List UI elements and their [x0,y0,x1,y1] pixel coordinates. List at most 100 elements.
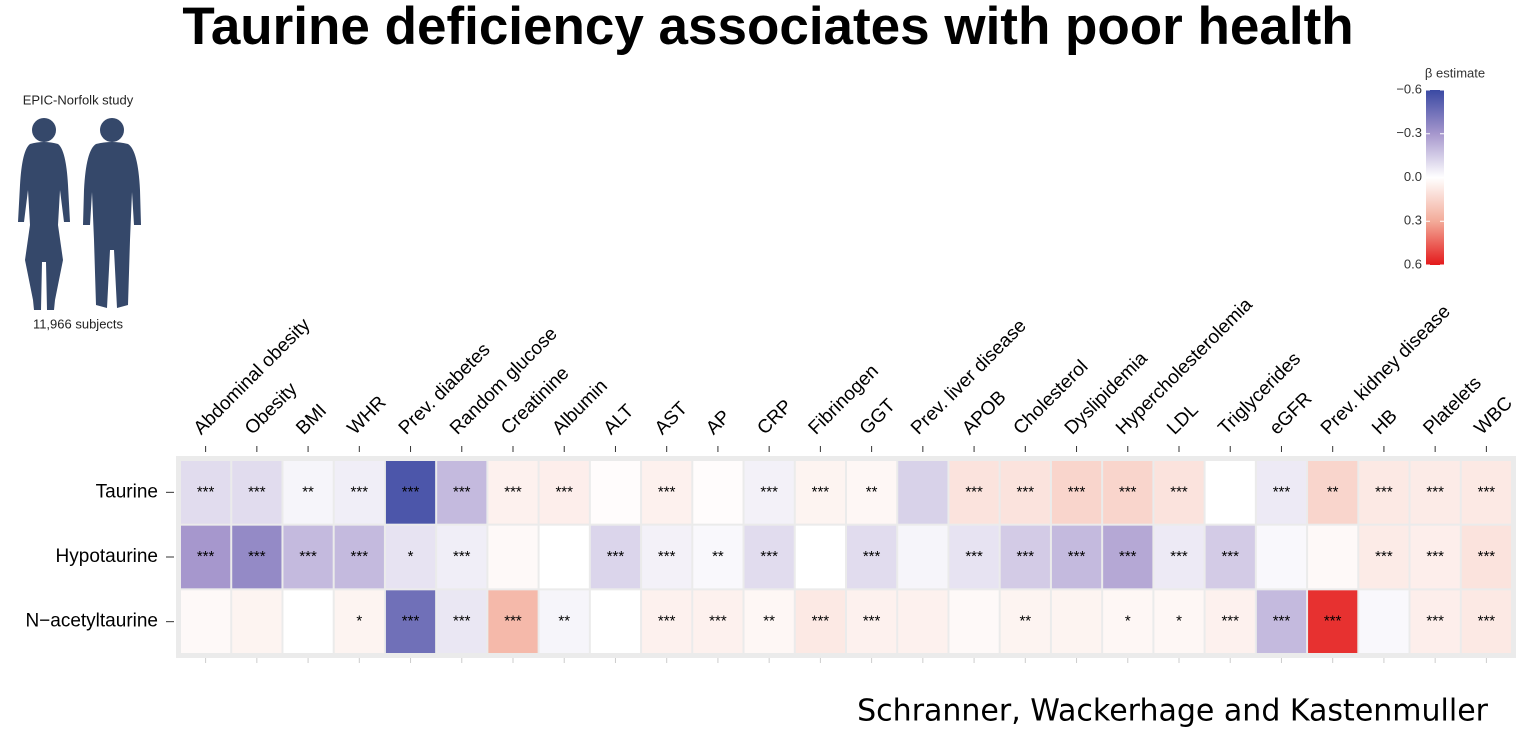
cell [1051,525,1102,589]
cell [181,590,231,653]
cell [847,525,897,589]
y-label: Hypotaurine [56,546,158,567]
cell [1308,590,1358,653]
cell [437,461,487,524]
significance: ** [558,613,570,630]
significance: *** [1375,483,1393,500]
significance: *** [1221,548,1239,565]
cell [334,590,384,653]
significance: * [356,613,362,630]
cell [1461,525,1511,589]
significance: *** [1478,548,1496,565]
cell [795,525,845,589]
x-label: AP [702,406,735,439]
cell [847,461,897,524]
colorbar [1426,90,1444,265]
significance: *** [1426,483,1444,500]
significance: *** [351,548,369,565]
cell [590,525,641,589]
cell [642,525,692,589]
cell [1359,525,1409,589]
y-label: N−acetyltaurine [25,611,158,632]
cell [539,590,589,653]
cell [539,525,589,589]
cell [744,525,794,589]
cell [744,590,794,653]
significance: ** [1327,483,1339,500]
significance: *** [1221,613,1239,630]
significance: ** [866,483,878,500]
x-label: eGFR [1266,388,1317,439]
cell [1154,590,1204,653]
cell [1205,525,1255,589]
colorbar-tick-label: 0.6 [1404,256,1422,271]
cell [1205,590,1255,653]
cell [1410,461,1460,524]
colorbar-tick-label: −0.3 [1396,125,1422,140]
cell [1051,590,1102,653]
significance: *** [299,548,317,565]
significance: ** [763,613,775,630]
significance: *** [1478,483,1496,500]
cell [1000,525,1050,589]
significance: * [1176,613,1182,630]
significance: *** [1017,483,1035,500]
cell [283,461,333,524]
significance: *** [1068,548,1086,565]
significance: *** [760,548,778,565]
significance: *** [607,548,625,565]
cell [1051,461,1102,524]
colorbar-tick-label: −0.6 [1396,81,1422,96]
cell [1000,590,1050,653]
cell [385,590,436,653]
significance: *** [1273,613,1291,630]
cell [1359,590,1409,653]
cell [642,590,692,653]
significance: *** [760,483,778,500]
cell [693,590,743,653]
significance: *** [965,483,983,500]
significance: *** [709,613,727,630]
significance: *** [1426,548,1444,565]
cell [744,461,794,524]
cell [488,590,538,653]
significance: *** [1017,548,1035,565]
x-label: ALT [600,400,639,439]
x-label: AST [651,398,692,439]
significance: *** [1170,548,1188,565]
cell [1000,461,1050,524]
cell [1205,461,1255,524]
cell [1256,461,1307,524]
significance: *** [965,548,983,565]
cell [1308,525,1358,589]
cell [385,461,436,524]
study-label: EPIC-Norfolk study [23,92,134,107]
significance: *** [402,483,420,500]
significance: *** [1426,613,1444,630]
significance: *** [1119,483,1137,500]
cell [181,525,231,589]
significance: ** [1019,613,1031,630]
significance: ** [302,483,314,500]
colorbar-title: β estimate [1425,65,1485,80]
significance: *** [351,483,369,500]
x-label: CRP [753,396,796,439]
cell [283,525,333,589]
cell [334,525,384,589]
cell [1308,461,1358,524]
cell [590,590,641,653]
cell [437,525,487,589]
cell [693,461,743,524]
significance: *** [504,613,522,630]
cell [1256,590,1307,653]
colorbar-tick-label: 0.0 [1404,169,1422,184]
y-label: Taurine [96,481,158,502]
cell [1103,461,1153,524]
x-label: WHR [344,392,391,439]
cell [642,461,692,524]
cell [1359,461,1409,524]
significance: *** [248,548,266,565]
significance: *** [453,483,471,500]
cell [693,525,743,589]
